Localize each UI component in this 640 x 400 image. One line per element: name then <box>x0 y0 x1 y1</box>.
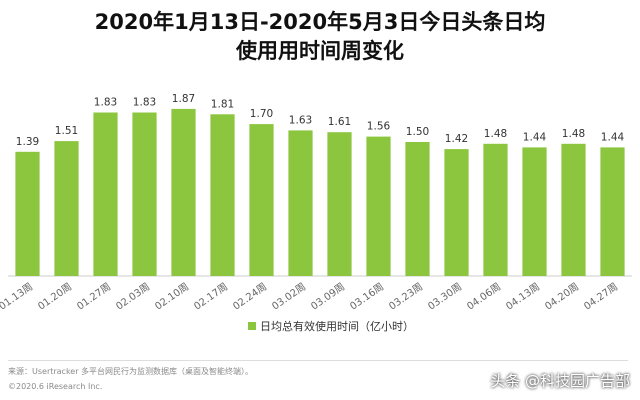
data-label-02.24周: 1.70 <box>250 108 273 120</box>
bar-04.13周 <box>522 147 547 276</box>
data-label-04.13周: 1.44 <box>523 131 547 143</box>
bar-03.30周 <box>444 149 469 276</box>
data-label-03.16周: 1.56 <box>367 121 391 133</box>
data-label-04.20周: 1.48 <box>562 128 585 140</box>
legend: 日均总有效使用时间（亿小时） <box>248 318 414 334</box>
data-label-02.10周: 1.87 <box>172 93 195 105</box>
x-tick-label-01.13周: 01.13周 <box>0 281 35 313</box>
x-tick-label-03.16周: 03.16周 <box>348 281 387 313</box>
bar-01.20周 <box>54 141 79 276</box>
bar-01.27周 <box>93 112 118 276</box>
bar-03.16周 <box>366 136 391 276</box>
divider <box>8 360 628 361</box>
data-label-03.09周: 1.61 <box>328 116 351 128</box>
x-tick-label-03.02周: 03.02周 <box>270 281 309 313</box>
bar-02.17周 <box>210 114 235 276</box>
bar-04.06周 <box>483 143 508 276</box>
x-tick-label-02.03周: 02.03周 <box>114 281 153 313</box>
x-tick-label-01.27周: 01.27周 <box>75 281 114 313</box>
x-tick-label-04.06周: 04.06周 <box>465 281 504 313</box>
data-label-01.20周: 1.51 <box>55 125 78 137</box>
data-label-04.06周: 1.48 <box>484 128 507 140</box>
x-tick-label-04.13周: 04.13周 <box>504 281 543 313</box>
x-tick-label-04.27周: 04.27周 <box>582 281 621 313</box>
data-label-01.27周: 1.83 <box>94 97 117 109</box>
chart-title: 2020年1月13日-2020年5月3日今日头条日均 使用用时间周变化 <box>0 8 640 66</box>
x-tick-label-04.20周: 04.20周 <box>543 281 582 313</box>
bar-02.24周 <box>249 124 274 276</box>
watermark: 头条 @科技园广告部 <box>490 372 630 390</box>
x-tick-label-02.24周: 02.24周 <box>231 281 270 313</box>
data-label-02.17周: 1.81 <box>211 98 234 110</box>
bar-02.10周 <box>171 108 196 277</box>
chart-title-line2: 使用用时间周变化 <box>236 39 404 63</box>
data-label-03.30周: 1.42 <box>445 133 468 145</box>
bar-03.23周 <box>405 142 430 276</box>
bar-04.27周 <box>600 147 625 276</box>
bar-01.13周 <box>15 151 40 276</box>
data-label-03.23周: 1.50 <box>406 126 429 138</box>
x-tick-label-03.23周: 03.23周 <box>387 281 426 313</box>
data-label-01.13周: 1.39 <box>16 136 39 148</box>
legend-label: 日均总有效使用时间（亿小时） <box>260 320 414 333</box>
bar-02.03周 <box>132 112 157 276</box>
x-tick-label-02.17周: 02.17周 <box>192 281 231 313</box>
chart-title-line1: 2020年1月13日-2020年5月3日今日头条日均 <box>94 10 546 34</box>
x-tick-label-03.30周: 03.30周 <box>426 281 465 313</box>
legend-swatch <box>248 322 256 330</box>
source-note: 来源：Usertracker 多平台网民行为监测数据库（桌面及智能终端）。 <box>8 367 254 376</box>
x-tick-label-01.20周: 01.20周 <box>36 281 75 313</box>
bar-04.20周 <box>561 143 586 276</box>
x-tick-label-03.09周: 03.09周 <box>309 281 348 313</box>
data-label-04.27周: 1.44 <box>601 131 625 143</box>
bar-03.02周 <box>288 130 313 276</box>
data-label-02.03周: 1.83 <box>133 97 156 109</box>
data-label-03.02周: 1.63 <box>289 114 312 126</box>
bar-03.09周 <box>327 132 352 276</box>
copyright-note: ©2020.6 iResearch Inc. <box>8 382 103 391</box>
x-tick-label-02.10周: 02.10周 <box>153 281 192 313</box>
